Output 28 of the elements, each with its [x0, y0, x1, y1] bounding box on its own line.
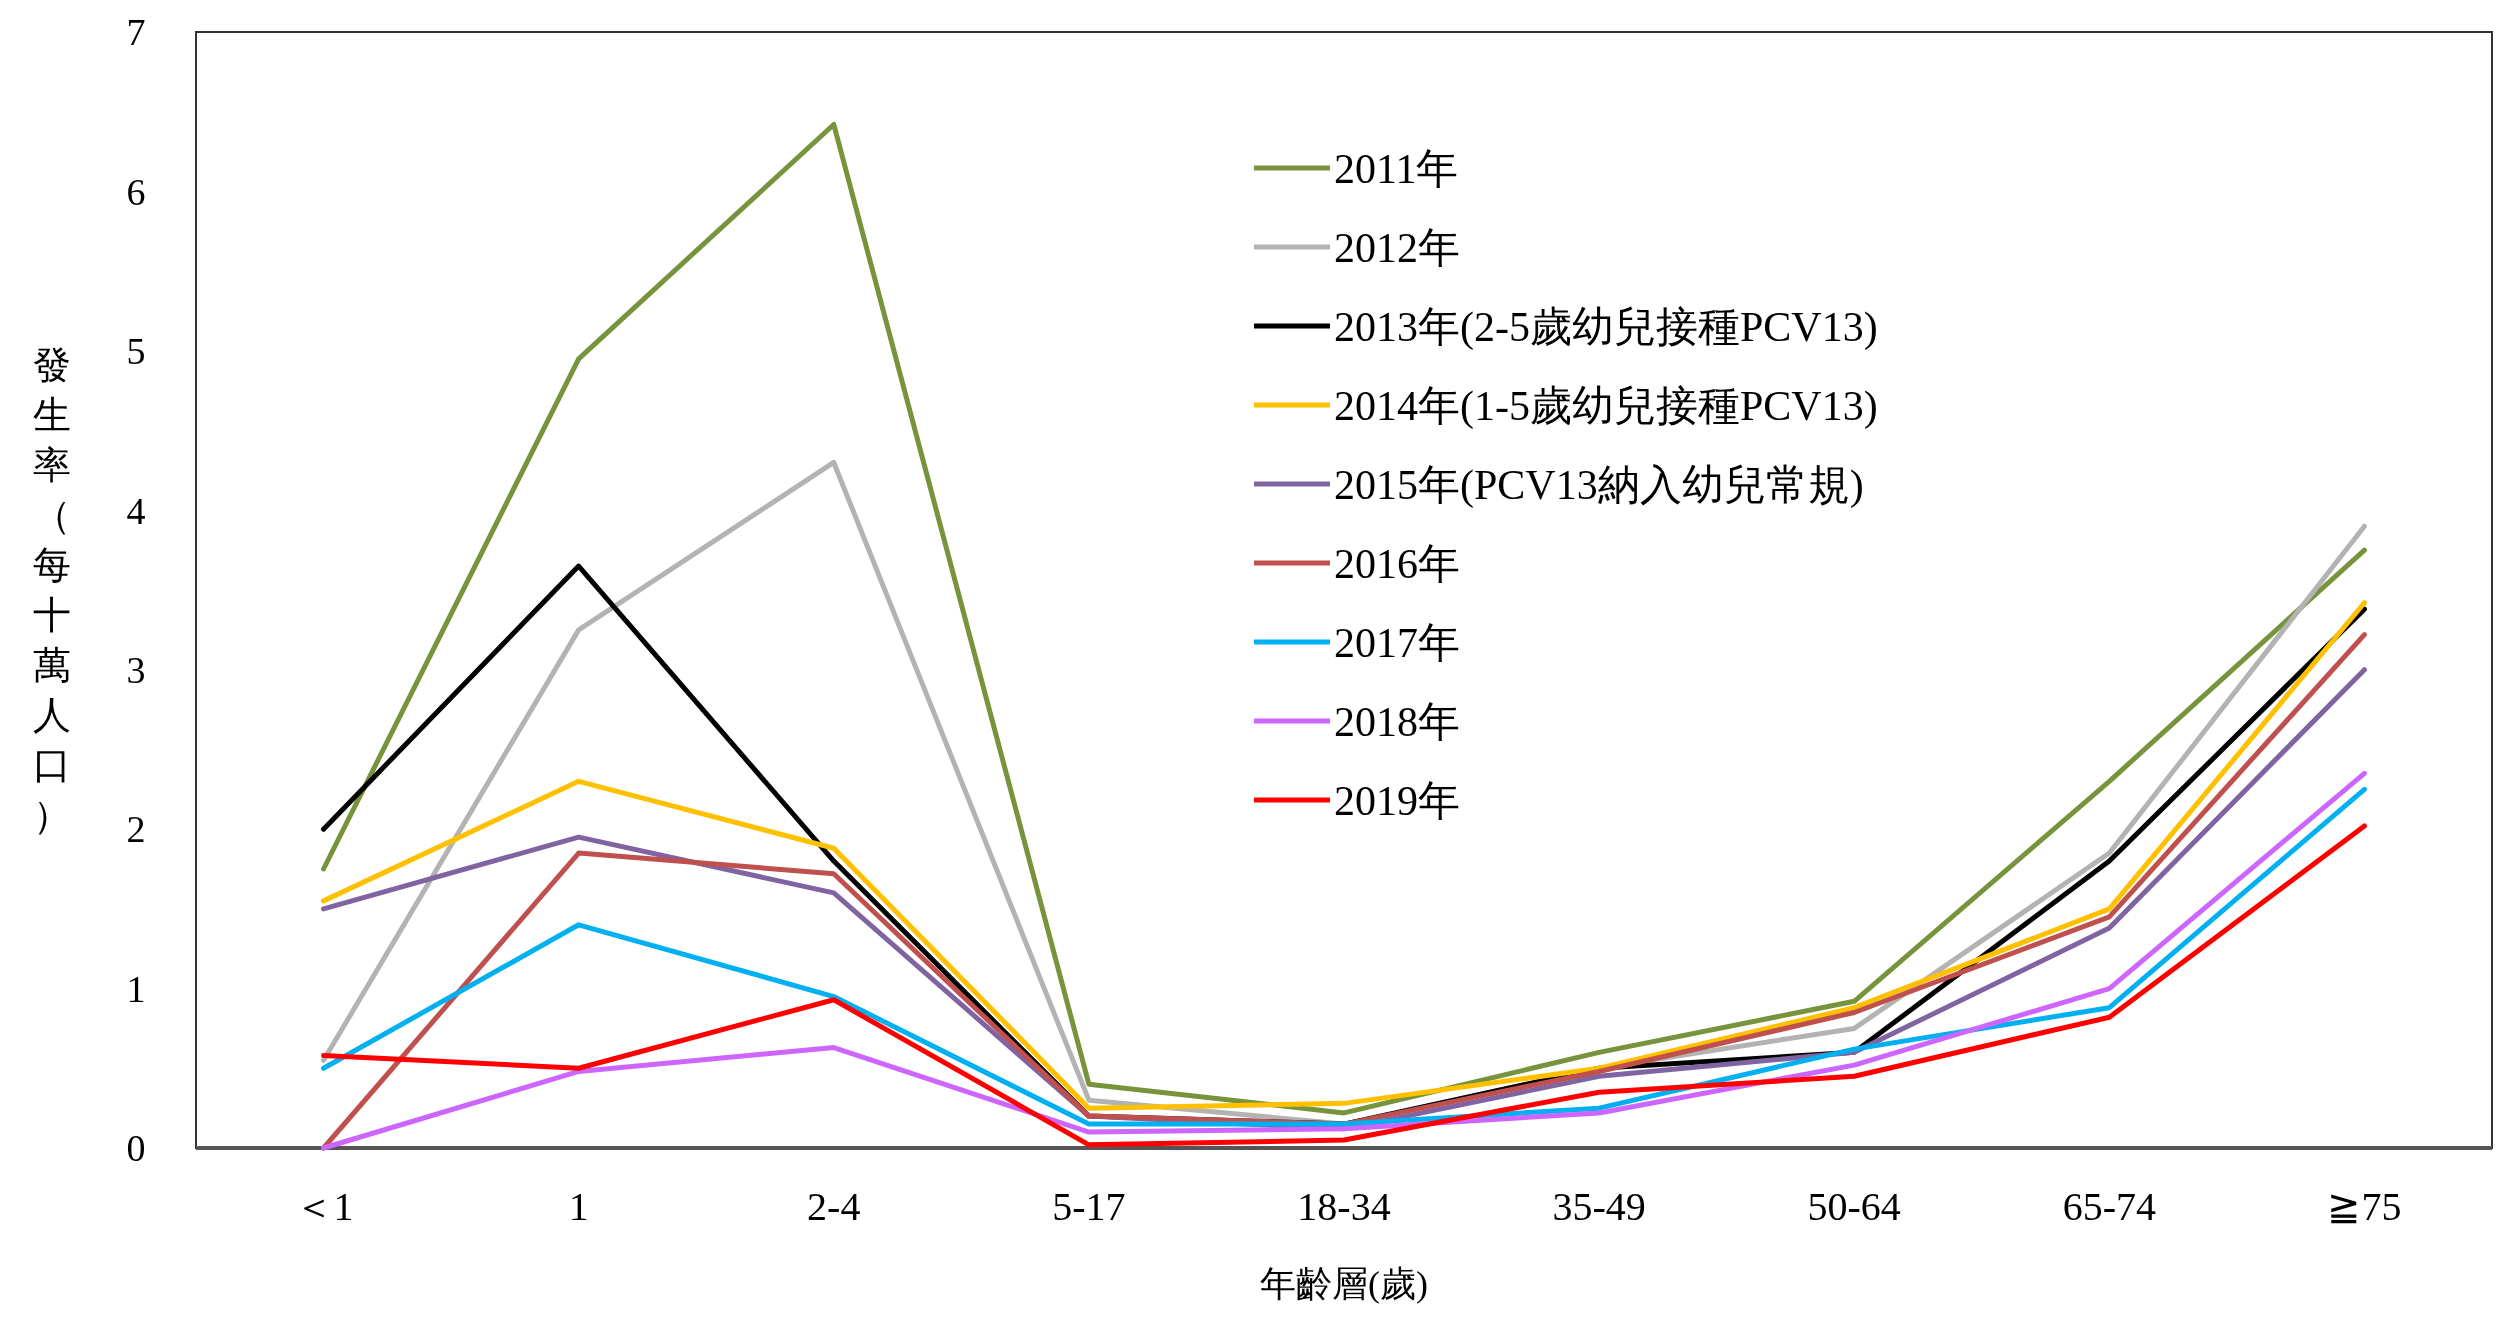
legend-label: 2015年(PCV13納入幼兒常規)	[1334, 461, 1864, 509]
x-tick-label: 65-74	[2062, 1184, 2156, 1229]
legend-label: 2016年	[1334, 540, 1460, 587]
y-tick-label: 2	[126, 808, 146, 851]
legend-label: 2012年	[1334, 224, 1460, 271]
legend-label: 2019年	[1334, 777, 1460, 824]
x-tick-label: 2-4	[807, 1184, 861, 1229]
legend-label: 2018年	[1334, 698, 1460, 745]
x-tick-label: ＜1	[293, 1184, 354, 1229]
legend-label: 2014年(1-5歲幼兒接種PCV13)	[1334, 382, 1878, 430]
text: 發生率（每十萬人口）	[33, 344, 71, 837]
x-axis-title: 年齡層(歲)	[1260, 1264, 1428, 1304]
y-tick-label: 3	[126, 649, 146, 692]
y-tick-label: 6	[126, 170, 146, 213]
y-tick-label: 0	[126, 1127, 146, 1170]
x-tick-label: 50-64	[1807, 1184, 1901, 1229]
x-tick-label: 5-17	[1052, 1184, 1126, 1229]
x-tick-label: 1	[568, 1184, 589, 1229]
legend-label: 2011年	[1334, 145, 1459, 192]
y-tick-label: 4	[126, 489, 146, 532]
legend-label: 2013年(2-5歲幼兒接種PCV13)	[1334, 303, 1878, 351]
y-tick-label: 7	[126, 11, 146, 54]
x-tick-label: 18-34	[1297, 1184, 1391, 1229]
legend-label: 2017年	[1334, 619, 1460, 666]
x-tick-label: ≧75	[2327, 1184, 2402, 1229]
y-tick-label: 1	[126, 967, 146, 1010]
y-tick-label: 5	[126, 330, 146, 373]
x-tick-label: 35-49	[1552, 1184, 1646, 1229]
